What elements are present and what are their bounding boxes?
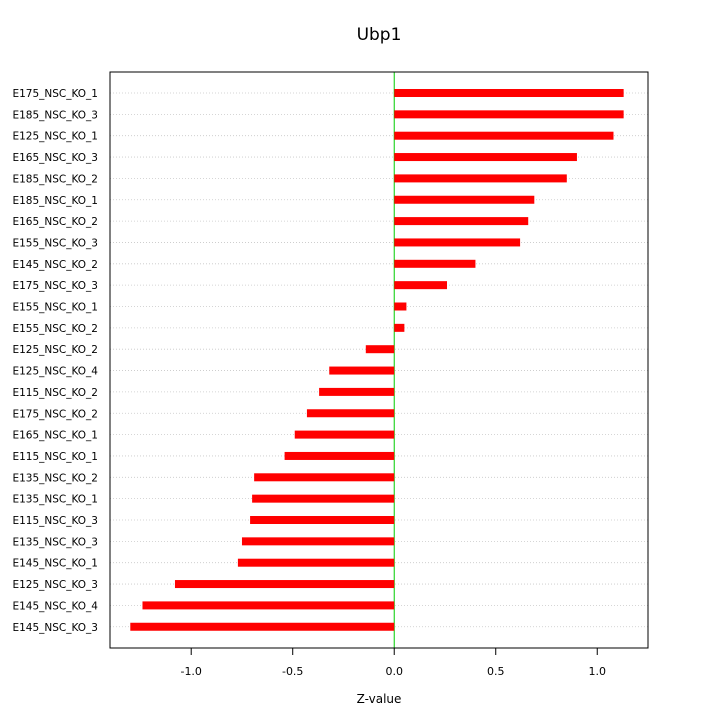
bar-E145_NSC_KO_2 [394,259,476,268]
bars [130,89,624,631]
category-label: E145_NSC_KO_2 [12,259,98,271]
category-label: E185_NSC_KO_3 [12,109,98,121]
bar-E125_NSC_KO_3 [174,580,395,589]
category-label: E155_NSC_KO_3 [12,237,98,249]
bar-E175_NSC_KO_1 [394,89,624,97]
category-label: E165_NSC_KO_3 [12,152,98,164]
bar-E125_NSC_KO_4 [329,366,395,375]
bar-E135_NSC_KO_1 [252,494,395,503]
bar-E145_NSC_KO_1 [237,558,395,567]
category-label: E115_NSC_KO_1 [12,451,98,463]
x-axis: -1.0 -0.5 0.0 0.5 1.0 [180,647,606,678]
category-label: E155_NSC_KO_1 [12,302,98,314]
category-label: E125_NSC_KO_3 [12,579,98,591]
category-label: E125_NSC_KO_2 [12,344,98,356]
category-label: E175_NSC_KO_2 [12,408,98,420]
bar-E185_NSC_KO_3 [394,110,624,119]
x-axis-label: Z-value [357,692,402,706]
plot-frame [109,71,649,649]
bar-E175_NSC_KO_2 [306,409,395,418]
bar-E165_NSC_KO_3 [394,153,577,162]
category-label: E145_NSC_KO_1 [12,558,98,570]
bar-E135_NSC_KO_2 [254,473,395,482]
bar-E155_NSC_KO_3 [394,238,521,247]
bar-E155_NSC_KO_1 [394,302,407,311]
category-label: E185_NSC_KO_2 [12,173,98,185]
category-label: E145_NSC_KO_4 [12,600,98,612]
bar-E125_NSC_KO_2 [365,345,395,354]
category-label: E115_NSC_KO_3 [12,515,98,527]
bar-E115_NSC_KO_3 [250,516,395,524]
bar-E165_NSC_KO_2 [394,217,529,226]
category-label: E135_NSC_KO_3 [12,536,98,548]
category-label: E135_NSC_KO_2 [12,472,98,484]
bar-E125_NSC_KO_1 [394,131,614,140]
bar-E175_NSC_KO_3 [394,281,448,290]
category-label: E155_NSC_KO_2 [12,323,98,335]
category-labels: E175_NSC_KO_1 E185_NSC_KO_3 E125_NSC_KO_1 E… [12,88,98,634]
chart-title: Ubp1 [357,25,402,45]
category-label: E175_NSC_KO_1 [12,88,98,100]
bar-E185_NSC_KO_1 [394,195,535,204]
x-tick-label: 1.0 [588,665,606,678]
grid-lines [110,92,648,628]
x-tick-label: 0.0 [385,665,403,678]
bar-E185_NSC_KO_2 [394,174,567,183]
bar-E135_NSC_KO_3 [241,537,395,546]
category-label: E175_NSC_KO_3 [12,280,98,292]
x-tick-label: -1.0 [180,665,201,678]
bar-E145_NSC_KO_4 [142,601,395,610]
x-tick-label: 0.5 [487,665,505,678]
category-label: E165_NSC_KO_2 [12,216,98,228]
category-label: E125_NSC_KO_4 [12,366,98,378]
bar-E165_NSC_KO_1 [294,430,395,439]
category-label: E125_NSC_KO_1 [12,131,98,143]
bar-E155_NSC_KO_2 [394,323,405,332]
category-label: E145_NSC_KO_3 [12,622,98,634]
category-label: E185_NSC_KO_1 [12,195,98,207]
bar-E115_NSC_KO_2 [319,387,395,396]
category-label: E115_NSC_KO_2 [12,387,98,399]
x-tick-label: -0.5 [282,665,303,678]
bar-E115_NSC_KO_1 [284,451,395,460]
category-label: E135_NSC_KO_1 [12,494,98,506]
bar-E145_NSC_KO_3 [130,622,395,631]
category-label: E165_NSC_KO_1 [12,430,98,442]
